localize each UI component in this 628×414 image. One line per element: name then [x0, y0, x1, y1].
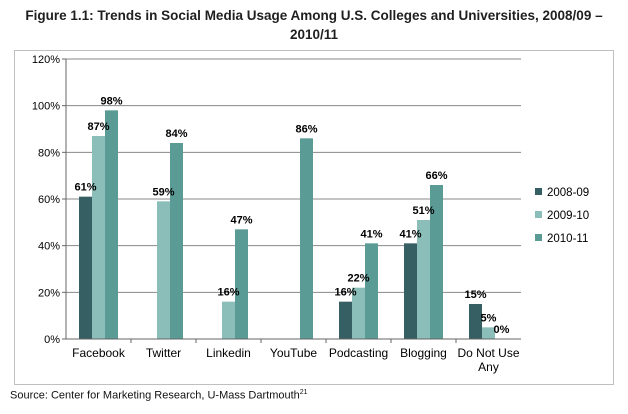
- y-tick-label: 120%: [32, 54, 60, 66]
- bar: [404, 243, 417, 339]
- legend-swatch: [535, 234, 542, 241]
- source-note: Source: Center for Marketing Research, U…: [10, 389, 308, 402]
- legend-label: 2010-11: [547, 233, 588, 245]
- y-tick-label: 60%: [38, 194, 60, 206]
- y-tick-label: 100%: [32, 101, 60, 113]
- legend-swatch: [535, 211, 542, 218]
- bar: [417, 220, 430, 339]
- source-footnote-marker: 21: [299, 389, 308, 396]
- data-label: 5%: [481, 312, 497, 324]
- data-label: 41%: [360, 228, 382, 240]
- data-label: 47%: [230, 214, 252, 226]
- data-label: 86%: [295, 123, 317, 135]
- bar: [300, 138, 313, 339]
- x-category-label: Facebook: [72, 346, 126, 360]
- bar: [352, 287, 365, 339]
- x-category-label: Twitter: [146, 346, 181, 360]
- bar: [105, 110, 118, 339]
- bar: [170, 143, 183, 339]
- data-label: 16%: [334, 287, 356, 299]
- y-tick-label: 40%: [38, 241, 60, 253]
- figure-title-line1: Figure 1.1: Trends in Social Media Usage…: [25, 8, 603, 23]
- data-label: 61%: [74, 182, 96, 194]
- data-label: 41%: [399, 228, 421, 240]
- x-category-label: YouTube: [270, 346, 317, 360]
- bar: [339, 301, 352, 339]
- bar: [365, 243, 378, 339]
- data-label: 22%: [347, 273, 369, 285]
- bar: [222, 301, 235, 339]
- bar: [79, 196, 92, 339]
- data-label: 16%: [217, 287, 239, 299]
- data-label: 51%: [412, 205, 434, 217]
- x-category-label: Do Not Use: [457, 346, 519, 360]
- y-tick-label: 0%: [44, 334, 60, 346]
- y-tick-label: 20%: [38, 287, 60, 299]
- x-category-label: Podcasting: [329, 346, 388, 360]
- data-label: 98%: [100, 95, 122, 107]
- x-category-label: Any: [478, 360, 499, 374]
- bar: [482, 327, 495, 339]
- data-label: 15%: [464, 289, 486, 301]
- data-label: 59%: [152, 186, 174, 198]
- x-category-label: Blogging: [400, 346, 447, 360]
- data-label: 84%: [165, 128, 187, 140]
- bar: [157, 201, 170, 339]
- data-label: 87%: [87, 121, 109, 133]
- figure-title-line2: 2010/11: [289, 27, 339, 42]
- bar: [430, 185, 443, 339]
- bar: [469, 304, 482, 339]
- legend-label: 2008-09: [547, 187, 589, 199]
- figure-title: Figure 1.1: Trends in Social Media Usage…: [0, 6, 628, 44]
- legend-label: 2009-10: [547, 210, 589, 222]
- data-label: 0%: [494, 324, 510, 336]
- chart-frame: [14, 50, 614, 385]
- legend-swatch: [535, 188, 542, 195]
- x-category-label: Linkedin: [206, 346, 251, 360]
- y-tick-label: 80%: [38, 147, 60, 159]
- bar: [235, 229, 248, 339]
- source-text: Source: Center for Marketing Research, U…: [10, 389, 300, 402]
- data-label: 66%: [425, 170, 447, 182]
- bar: [92, 136, 105, 339]
